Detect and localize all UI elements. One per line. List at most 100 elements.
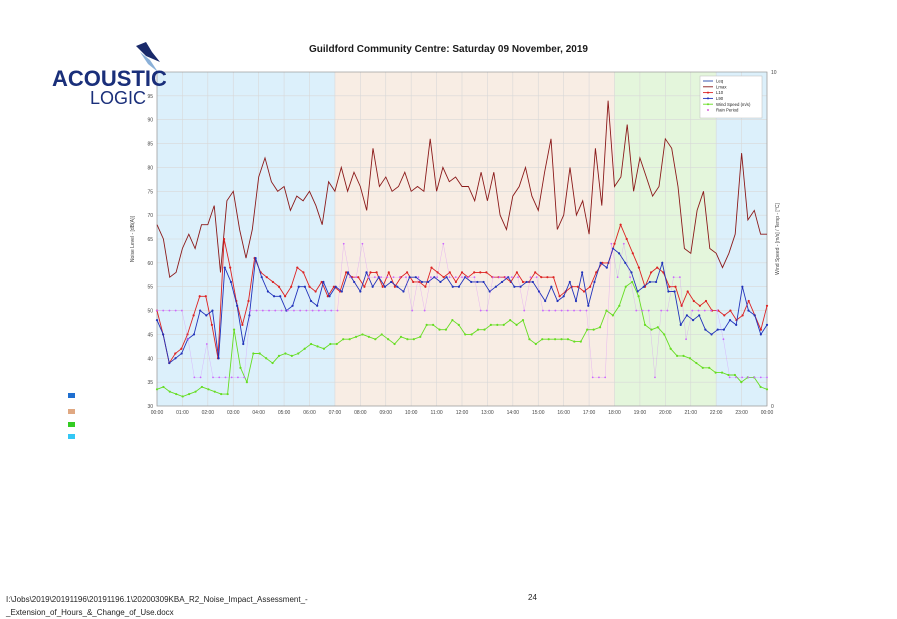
series-point (573, 340, 576, 343)
series-point (548, 309, 551, 312)
series-point (181, 395, 184, 398)
series-point (156, 309, 158, 312)
series-point (679, 323, 682, 326)
series-point (560, 309, 563, 312)
series-point (445, 276, 448, 279)
footer-path-line2: _Extension_of_Hours_&_Change_of_Use.docx (6, 608, 174, 617)
x-tick-label: 12:00 (456, 410, 469, 416)
series-point (485, 271, 488, 274)
series-point (241, 323, 244, 326)
series-point (180, 352, 183, 355)
series-point (402, 290, 405, 293)
series-point (442, 242, 445, 245)
page-number: 24 (528, 593, 537, 602)
x-tick-label: 05:00 (278, 410, 291, 416)
series-line-1 (156, 100, 767, 279)
series-point (500, 280, 504, 284)
series-point (393, 342, 396, 346)
series-point (579, 340, 582, 343)
series-point (510, 276, 513, 279)
series-point (765, 323, 769, 326)
series-point (618, 304, 621, 307)
period-swatch-1 (68, 393, 75, 398)
series-point (417, 276, 420, 279)
series-point (334, 285, 337, 288)
series-point (568, 280, 571, 284)
series-point (735, 323, 738, 326)
series-point (566, 338, 570, 341)
series-point (589, 285, 592, 288)
series-point (310, 342, 313, 346)
series-point (682, 354, 685, 357)
series-point (654, 376, 656, 379)
series-point (260, 276, 263, 279)
series-point (255, 309, 258, 312)
series-point (523, 309, 526, 312)
chart-title: Guildford Community Centre: Saturday 09 … (309, 44, 588, 55)
series-point (272, 295, 276, 298)
series-point (174, 357, 177, 360)
series-point (542, 309, 544, 312)
y-tick-label: 65 (147, 237, 153, 243)
series-point (232, 328, 236, 331)
series-point (733, 373, 736, 377)
series-point (509, 319, 512, 322)
series-line-4 (156, 281, 768, 397)
x-tick-label: 07:00 (329, 410, 342, 416)
series-point (329, 342, 332, 346)
series-point (194, 390, 197, 393)
series-point (174, 352, 177, 355)
series-point (554, 309, 557, 312)
series-point (266, 290, 270, 293)
series-point (293, 309, 295, 312)
series-point (245, 381, 248, 384)
series-point (286, 309, 289, 312)
y-tick-label: 45 (147, 332, 153, 338)
x-tick-label: 03:00 (227, 410, 240, 416)
series-point (383, 285, 387, 288)
series-point (297, 285, 300, 288)
series-point (271, 361, 274, 365)
series-point (574, 299, 578, 303)
series-point (367, 335, 370, 338)
series-point (624, 261, 627, 264)
series-point (494, 285, 497, 288)
series-point (205, 343, 208, 345)
series-point (320, 280, 323, 284)
series-point (380, 276, 382, 279)
series-point (547, 338, 550, 341)
y2-axis-label: Wind Speed - [m/s] / Temp - [°C] (775, 203, 781, 275)
series-point (291, 304, 294, 307)
series-point (454, 276, 457, 279)
series-point (258, 352, 261, 355)
series-point (436, 271, 439, 274)
series-point (630, 271, 633, 274)
series-point (252, 352, 255, 355)
series-point (534, 342, 537, 346)
series-point (605, 266, 608, 269)
series-point (261, 309, 264, 312)
legend-label: Lmax (716, 84, 727, 89)
series-point (408, 276, 411, 279)
series-point (631, 252, 634, 255)
series-point (265, 276, 268, 279)
x-tick-label: 21:00 (684, 410, 697, 416)
series-point (439, 280, 442, 284)
series-layer (155, 100, 769, 398)
series-point (534, 271, 537, 274)
series-point (635, 309, 638, 312)
series-point (643, 323, 647, 326)
series-point (230, 376, 233, 379)
series-point (604, 376, 607, 379)
series-point (660, 309, 663, 312)
series-point (598, 376, 600, 379)
series-point (218, 376, 221, 379)
series-point (556, 299, 559, 303)
series-point (579, 309, 582, 312)
series-point (747, 299, 750, 303)
series-point (535, 276, 538, 279)
series-point (591, 376, 594, 379)
series-point (335, 342, 338, 346)
series-point (734, 376, 737, 379)
